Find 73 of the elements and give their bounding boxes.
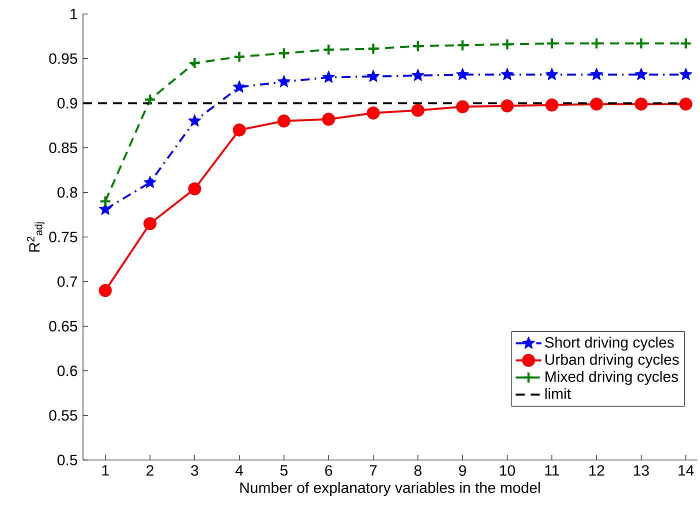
point bbox=[634, 98, 648, 111]
point bbox=[456, 100, 470, 114]
y-tick-label: 0.95 bbox=[49, 53, 78, 64]
legend-label: Short driving cycles bbox=[545, 336, 674, 351]
point bbox=[679, 98, 692, 111]
point bbox=[411, 104, 424, 117]
point bbox=[679, 68, 692, 80]
point bbox=[278, 47, 290, 60]
x-tick-label: 5 bbox=[280, 465, 288, 476]
point bbox=[634, 68, 648, 80]
x-tick-label: 14 bbox=[678, 465, 694, 476]
point bbox=[278, 75, 290, 88]
y-axis-title: R$^{2}$adj bbox=[27, 222, 44, 252]
point bbox=[322, 70, 336, 83]
legend-label: Mixed driving cycles bbox=[546, 370, 678, 385]
point bbox=[322, 44, 335, 56]
point bbox=[188, 114, 202, 127]
point bbox=[188, 182, 202, 196]
point bbox=[456, 39, 469, 52]
point bbox=[144, 94, 156, 106]
y-tick-label: 0.75 bbox=[49, 232, 78, 242]
point bbox=[98, 284, 112, 298]
x-tick-label: 8 bbox=[414, 465, 422, 476]
point bbox=[367, 42, 380, 55]
point bbox=[98, 202, 112, 215]
y-tick-label: 0.9 bbox=[58, 98, 78, 108]
y-tick-label: 0.6 bbox=[58, 365, 78, 376]
point bbox=[411, 68, 424, 82]
y-tick-label: 0.5 bbox=[58, 454, 78, 466]
point bbox=[545, 68, 558, 80]
legend-label: Urban driving cycles bbox=[546, 354, 679, 368]
x-tick-label: 12 bbox=[589, 465, 604, 476]
x-tick-label: 4 bbox=[235, 465, 244, 476]
x-axis-title: Number of explanatory variables in the model bbox=[240, 482, 540, 496]
x-tick-label: 10 bbox=[500, 465, 515, 476]
point bbox=[680, 37, 692, 50]
point bbox=[500, 68, 514, 80]
x-tick-label: 3 bbox=[191, 465, 198, 476]
point bbox=[99, 195, 112, 208]
x-tick-label: 7 bbox=[370, 465, 377, 476]
y-tick-label: 0.7 bbox=[58, 276, 78, 287]
x-tick-label: 13 bbox=[634, 465, 649, 476]
point bbox=[233, 50, 246, 63]
y-tick-label: 0.8 bbox=[58, 187, 78, 198]
point bbox=[590, 68, 603, 80]
point bbox=[412, 40, 424, 52]
point bbox=[635, 37, 648, 50]
x-tick-label: 1 bbox=[102, 465, 109, 476]
x-tick-label: 11 bbox=[545, 465, 559, 476]
x-tick-label: 6 bbox=[325, 465, 332, 476]
y-tick-label: 1 bbox=[70, 8, 78, 20]
point bbox=[590, 37, 603, 50]
point bbox=[277, 114, 290, 128]
y-tick-label: 0.85 bbox=[49, 142, 78, 154]
point bbox=[322, 112, 336, 126]
point bbox=[232, 80, 246, 93]
x-tick-label: 2 bbox=[146, 465, 154, 476]
point bbox=[545, 98, 558, 112]
point bbox=[366, 70, 380, 82]
y-tick-label: 0.65 bbox=[49, 320, 78, 332]
point bbox=[546, 37, 558, 50]
point bbox=[188, 56, 201, 70]
point bbox=[501, 38, 514, 50]
point bbox=[500, 99, 514, 112]
x-tick-label: 9 bbox=[459, 465, 466, 476]
point bbox=[143, 217, 156, 230]
point bbox=[232, 123, 246, 136]
point bbox=[456, 68, 470, 80]
legend-label: limit bbox=[545, 388, 571, 400]
point bbox=[144, 176, 156, 188]
point bbox=[590, 98, 604, 111]
point bbox=[366, 106, 380, 120]
y-tick-label: 0.55 bbox=[49, 410, 78, 421]
